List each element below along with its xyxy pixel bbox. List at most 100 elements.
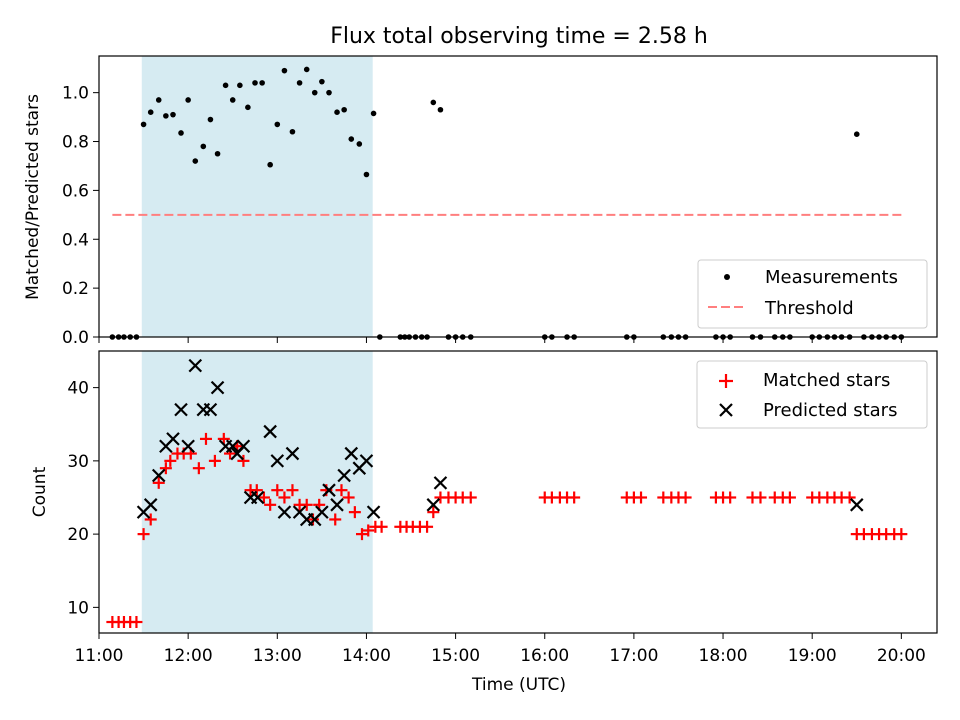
measurement-point bbox=[289, 128, 296, 135]
bottom-legend: Matched stars Predicted stars bbox=[696, 360, 928, 429]
bottom-xtick-label: 18:00 bbox=[699, 646, 748, 666]
matched-star-point bbox=[137, 528, 150, 541]
predicted-star-point bbox=[366, 505, 381, 519]
predicted-star-point bbox=[426, 498, 441, 512]
measurement-point bbox=[853, 131, 860, 137]
matched-star-point bbox=[375, 520, 388, 533]
top-ytick-label: 0.2 bbox=[62, 279, 89, 299]
bottom-xtick-label: 11:00 bbox=[75, 646, 124, 666]
predicted-star-point bbox=[849, 498, 864, 512]
matched-star-point bbox=[568, 491, 581, 504]
matched-star-point bbox=[348, 506, 361, 519]
predicted-star-point bbox=[225, 439, 240, 453]
top-y-axis: 0.0 0.2 0.4 0.6 0.8 1.0 bbox=[62, 84, 99, 348]
bottom-y-axis-label: Count bbox=[30, 466, 50, 517]
measurement-point bbox=[237, 82, 243, 89]
measurement-point bbox=[267, 161, 273, 168]
measurement-point bbox=[170, 111, 176, 118]
matched-star-point bbox=[754, 491, 767, 504]
predicted-star-point bbox=[433, 476, 448, 490]
predicted-star-point bbox=[344, 446, 359, 461]
matched-star-point bbox=[286, 484, 299, 497]
measurement-point bbox=[348, 136, 355, 142]
legend-predicted-label: Predicted stars bbox=[763, 400, 897, 421]
bottom-xtick-label: 14:00 bbox=[342, 646, 391, 666]
matched-star-point bbox=[264, 498, 277, 511]
bottom-ytick-label: 40 bbox=[67, 379, 89, 399]
matched-star-point bbox=[250, 484, 263, 497]
bottom-xtick-label: 15:00 bbox=[431, 646, 480, 666]
matched-star-point bbox=[237, 454, 250, 467]
predicted-star-point bbox=[285, 446, 300, 461]
matched-star-point bbox=[306, 513, 319, 526]
top-legend: Measurements Threshold bbox=[697, 259, 928, 329]
top-panel: 0.0 0.2 0.4 0.6 0.8 1.0 Matched/Predicted sta… bbox=[23, 55, 938, 348]
matched-star-point bbox=[342, 491, 355, 504]
measurement-point bbox=[363, 171, 370, 178]
measurement-point bbox=[319, 78, 325, 85]
measurement-point bbox=[303, 66, 310, 73]
matched-star-point bbox=[362, 524, 375, 537]
matched-star-point bbox=[152, 476, 165, 489]
legend-measurements-marker bbox=[724, 274, 730, 280]
matched-star-point bbox=[895, 528, 908, 541]
predicted-star-point bbox=[322, 483, 336, 497]
measurement-point bbox=[229, 97, 236, 103]
bottom-legend-box bbox=[696, 360, 928, 429]
predicted-star-point bbox=[270, 454, 285, 468]
matched-star-point bbox=[164, 454, 177, 467]
measurement-point bbox=[326, 89, 332, 96]
legend-matched-label: Matched stars bbox=[763, 370, 890, 391]
matched-star-point bbox=[783, 491, 796, 504]
matched-star-point bbox=[843, 491, 856, 504]
bottom-xtick-label: 17:00 bbox=[609, 646, 658, 666]
measurement-point bbox=[311, 89, 318, 96]
top-ytick-label: 0.8 bbox=[62, 133, 89, 153]
measurement-point bbox=[281, 67, 288, 74]
predicted-star-point bbox=[250, 490, 265, 505]
matched-star-point bbox=[724, 491, 737, 504]
matched-star-point bbox=[464, 491, 477, 504]
predicted-star-point bbox=[337, 468, 351, 483]
predicted-star-point bbox=[359, 454, 374, 468]
top-shaded-region bbox=[141, 56, 373, 337]
legend-threshold-label: Threshold bbox=[764, 298, 854, 319]
bottom-xtick-label: 12:00 bbox=[164, 646, 213, 666]
predicted-star-point bbox=[181, 439, 195, 453]
predicted-stars-points bbox=[136, 358, 864, 527]
bottom-x-axis: 11:00 12:00 13:00 14:00 15:00 16:00 17:00 18:00… bbox=[75, 633, 926, 666]
measurement-point bbox=[334, 109, 340, 115]
measurement-point bbox=[245, 104, 251, 111]
predicted-star-point bbox=[277, 505, 292, 519]
matched-star-point bbox=[635, 491, 648, 504]
measurement-point bbox=[252, 80, 258, 86]
measurement-point bbox=[259, 80, 265, 86]
measurement-point bbox=[437, 106, 444, 113]
measurement-point bbox=[207, 116, 214, 123]
measurement-points bbox=[109, 66, 905, 340]
legend-predicted-marker bbox=[719, 403, 733, 417]
predicted-star-point bbox=[151, 468, 166, 483]
top-ytick-label: 0.0 bbox=[62, 328, 89, 348]
measurement-point bbox=[430, 99, 437, 106]
measurement-point bbox=[200, 143, 207, 150]
predicted-star-point bbox=[263, 424, 277, 439]
top-ytick-label: 0.4 bbox=[62, 230, 89, 250]
matched-star-point bbox=[427, 506, 440, 519]
bottom-y-axis: 10 20 30 40 bbox=[67, 379, 99, 618]
matched-star-point bbox=[335, 484, 348, 497]
top-legend-box bbox=[697, 259, 928, 329]
figure-title: Flux total observing time = 2.58 h bbox=[330, 24, 708, 49]
measurement-point bbox=[147, 109, 154, 115]
matched-star-point bbox=[208, 454, 221, 467]
predicted-star-point bbox=[166, 432, 180, 446]
measurement-point bbox=[155, 97, 162, 103]
matched-star-point bbox=[144, 513, 157, 526]
matched-star-point bbox=[329, 513, 342, 526]
top-ytick-label: 1.0 bbox=[62, 84, 89, 104]
matched-star-point bbox=[679, 491, 692, 504]
measurement-point bbox=[274, 121, 281, 128]
bottom-plot-frame bbox=[98, 350, 938, 634]
